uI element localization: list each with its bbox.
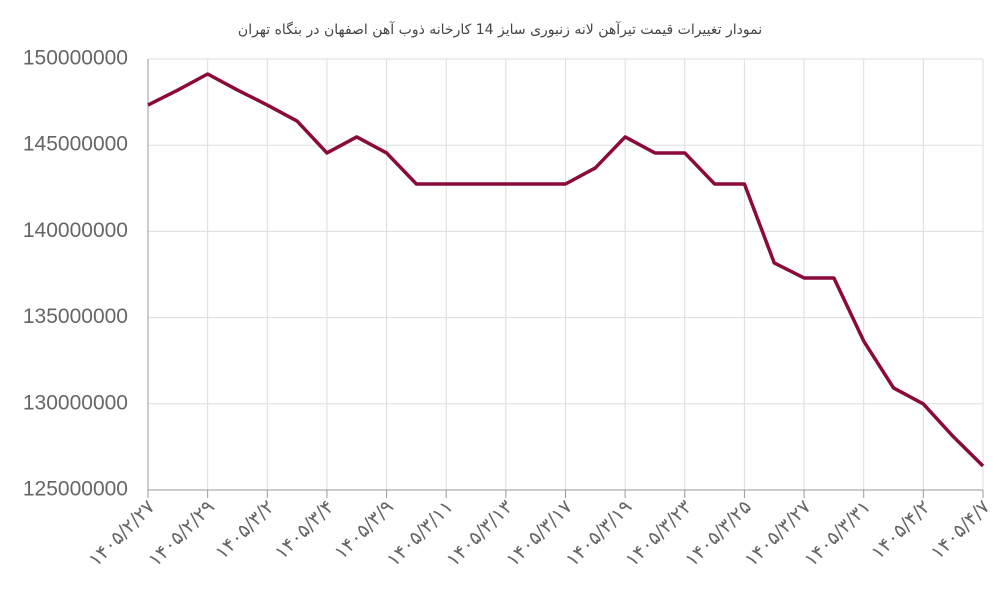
y-tick-label: 150000000: [23, 47, 128, 70]
x-tick-label: ۱۴۰۵/۴/۲: [867, 496, 935, 564]
x-tick-label: ۱۴۰۵/۳/۳۱: [800, 496, 875, 571]
data-line: [147, 72, 985, 468]
x-tick-label: ۱۴۰۵/۳/۲: [211, 496, 279, 564]
y-tick-label: 125000000: [23, 478, 128, 501]
y-tick-label: 135000000: [23, 305, 128, 328]
x-tick-label: ۱۴۰۵/۳/۴: [270, 496, 338, 564]
x-tick-label: ۱۴۰۵/۲/۲۹: [144, 496, 219, 571]
y-tick-label: 145000000: [23, 133, 128, 156]
y-tick-label: 140000000: [23, 219, 128, 242]
y-tick-label: 130000000: [23, 391, 128, 414]
chart-title: نمودار تغییرات قیمت تیرآهن لانه زنبوری س…: [238, 21, 762, 38]
x-tick-label: ۱۴۰۵/۴/۷: [927, 496, 995, 564]
